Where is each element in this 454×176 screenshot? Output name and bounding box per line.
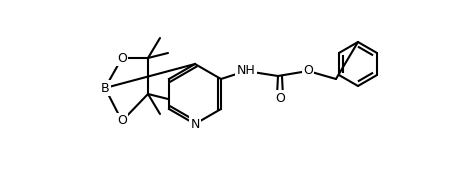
- Text: O: O: [303, 64, 313, 77]
- Text: NH: NH: [237, 64, 255, 77]
- Text: N: N: [190, 118, 200, 130]
- Text: O: O: [117, 52, 127, 64]
- Text: O: O: [275, 92, 285, 105]
- Text: B: B: [101, 81, 109, 95]
- Text: O: O: [117, 115, 127, 127]
